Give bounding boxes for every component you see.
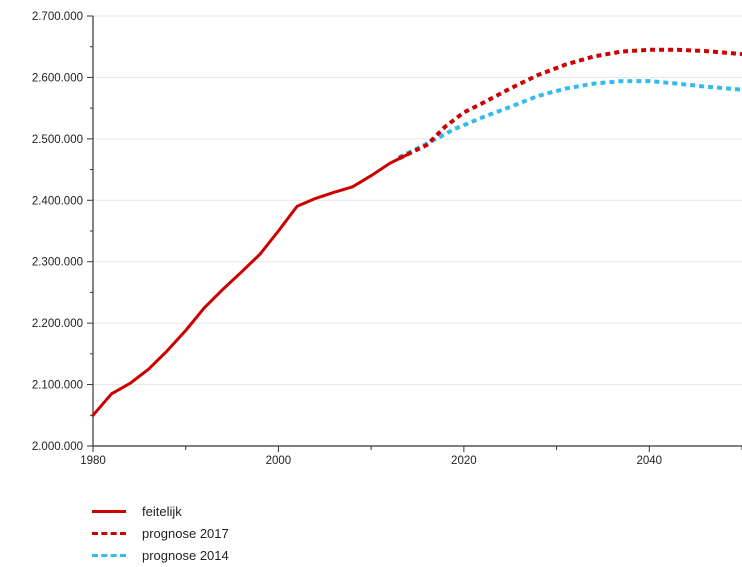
legend-swatch-feitelijk — [92, 509, 126, 513]
legend-item-prognose-2014: prognose 2014 — [92, 544, 229, 566]
legend: feitelijk prognose 2017 prognose 2014 — [92, 500, 229, 566]
line-chart: 2.000.000 2.100.000 2.200.000 2.300.000 2.40… — [32, 11, 742, 467]
legend-item-prognose-2017: prognose 2017 — [92, 522, 229, 544]
y-tick-label: 2.700.000 — [32, 11, 83, 23]
grid — [93, 15, 742, 386]
y-tick-label: 2.400.000 — [32, 195, 83, 207]
y-tick-label: 2.000.000 — [32, 441, 83, 453]
series-line-prognose-2017 — [398, 47, 742, 161]
legend-label-prognose-2014: prognose 2014 — [142, 547, 229, 563]
y-tick-label: 2.600.000 — [32, 72, 83, 84]
series-lines — [91, 47, 742, 417]
x-tick-label: 2000 — [266, 455, 292, 467]
legend-swatch-prognose-2017 — [92, 531, 126, 535]
x-tick-label: 1980 — [80, 455, 106, 467]
x-axis-ticks: 1980 2000 2020 2040 — [80, 446, 742, 467]
y-axis-ticks: 2.000.000 2.100.000 2.200.000 2.300.000 2.40… — [32, 11, 93, 453]
series-line-prognose-2014 — [398, 79, 742, 160]
legend-label-feitelijk: feitelijk — [142, 503, 182, 519]
legend-label-prognose-2017: prognose 2017 — [142, 525, 229, 541]
legend-item-feitelijk: feitelijk — [92, 500, 229, 522]
y-tick-label: 2.500.000 — [32, 134, 83, 146]
axes — [92, 16, 742, 447]
y-tick-label: 2.100.000 — [32, 380, 83, 392]
x-tick-label: 2040 — [636, 455, 662, 467]
x-tick-label: 2020 — [451, 455, 477, 467]
series-line-feitelijk — [91, 152, 410, 417]
legend-swatch-prognose-2014 — [92, 553, 126, 557]
y-tick-label: 2.200.000 — [32, 318, 83, 330]
y-tick-label: 2.300.000 — [32, 257, 83, 269]
